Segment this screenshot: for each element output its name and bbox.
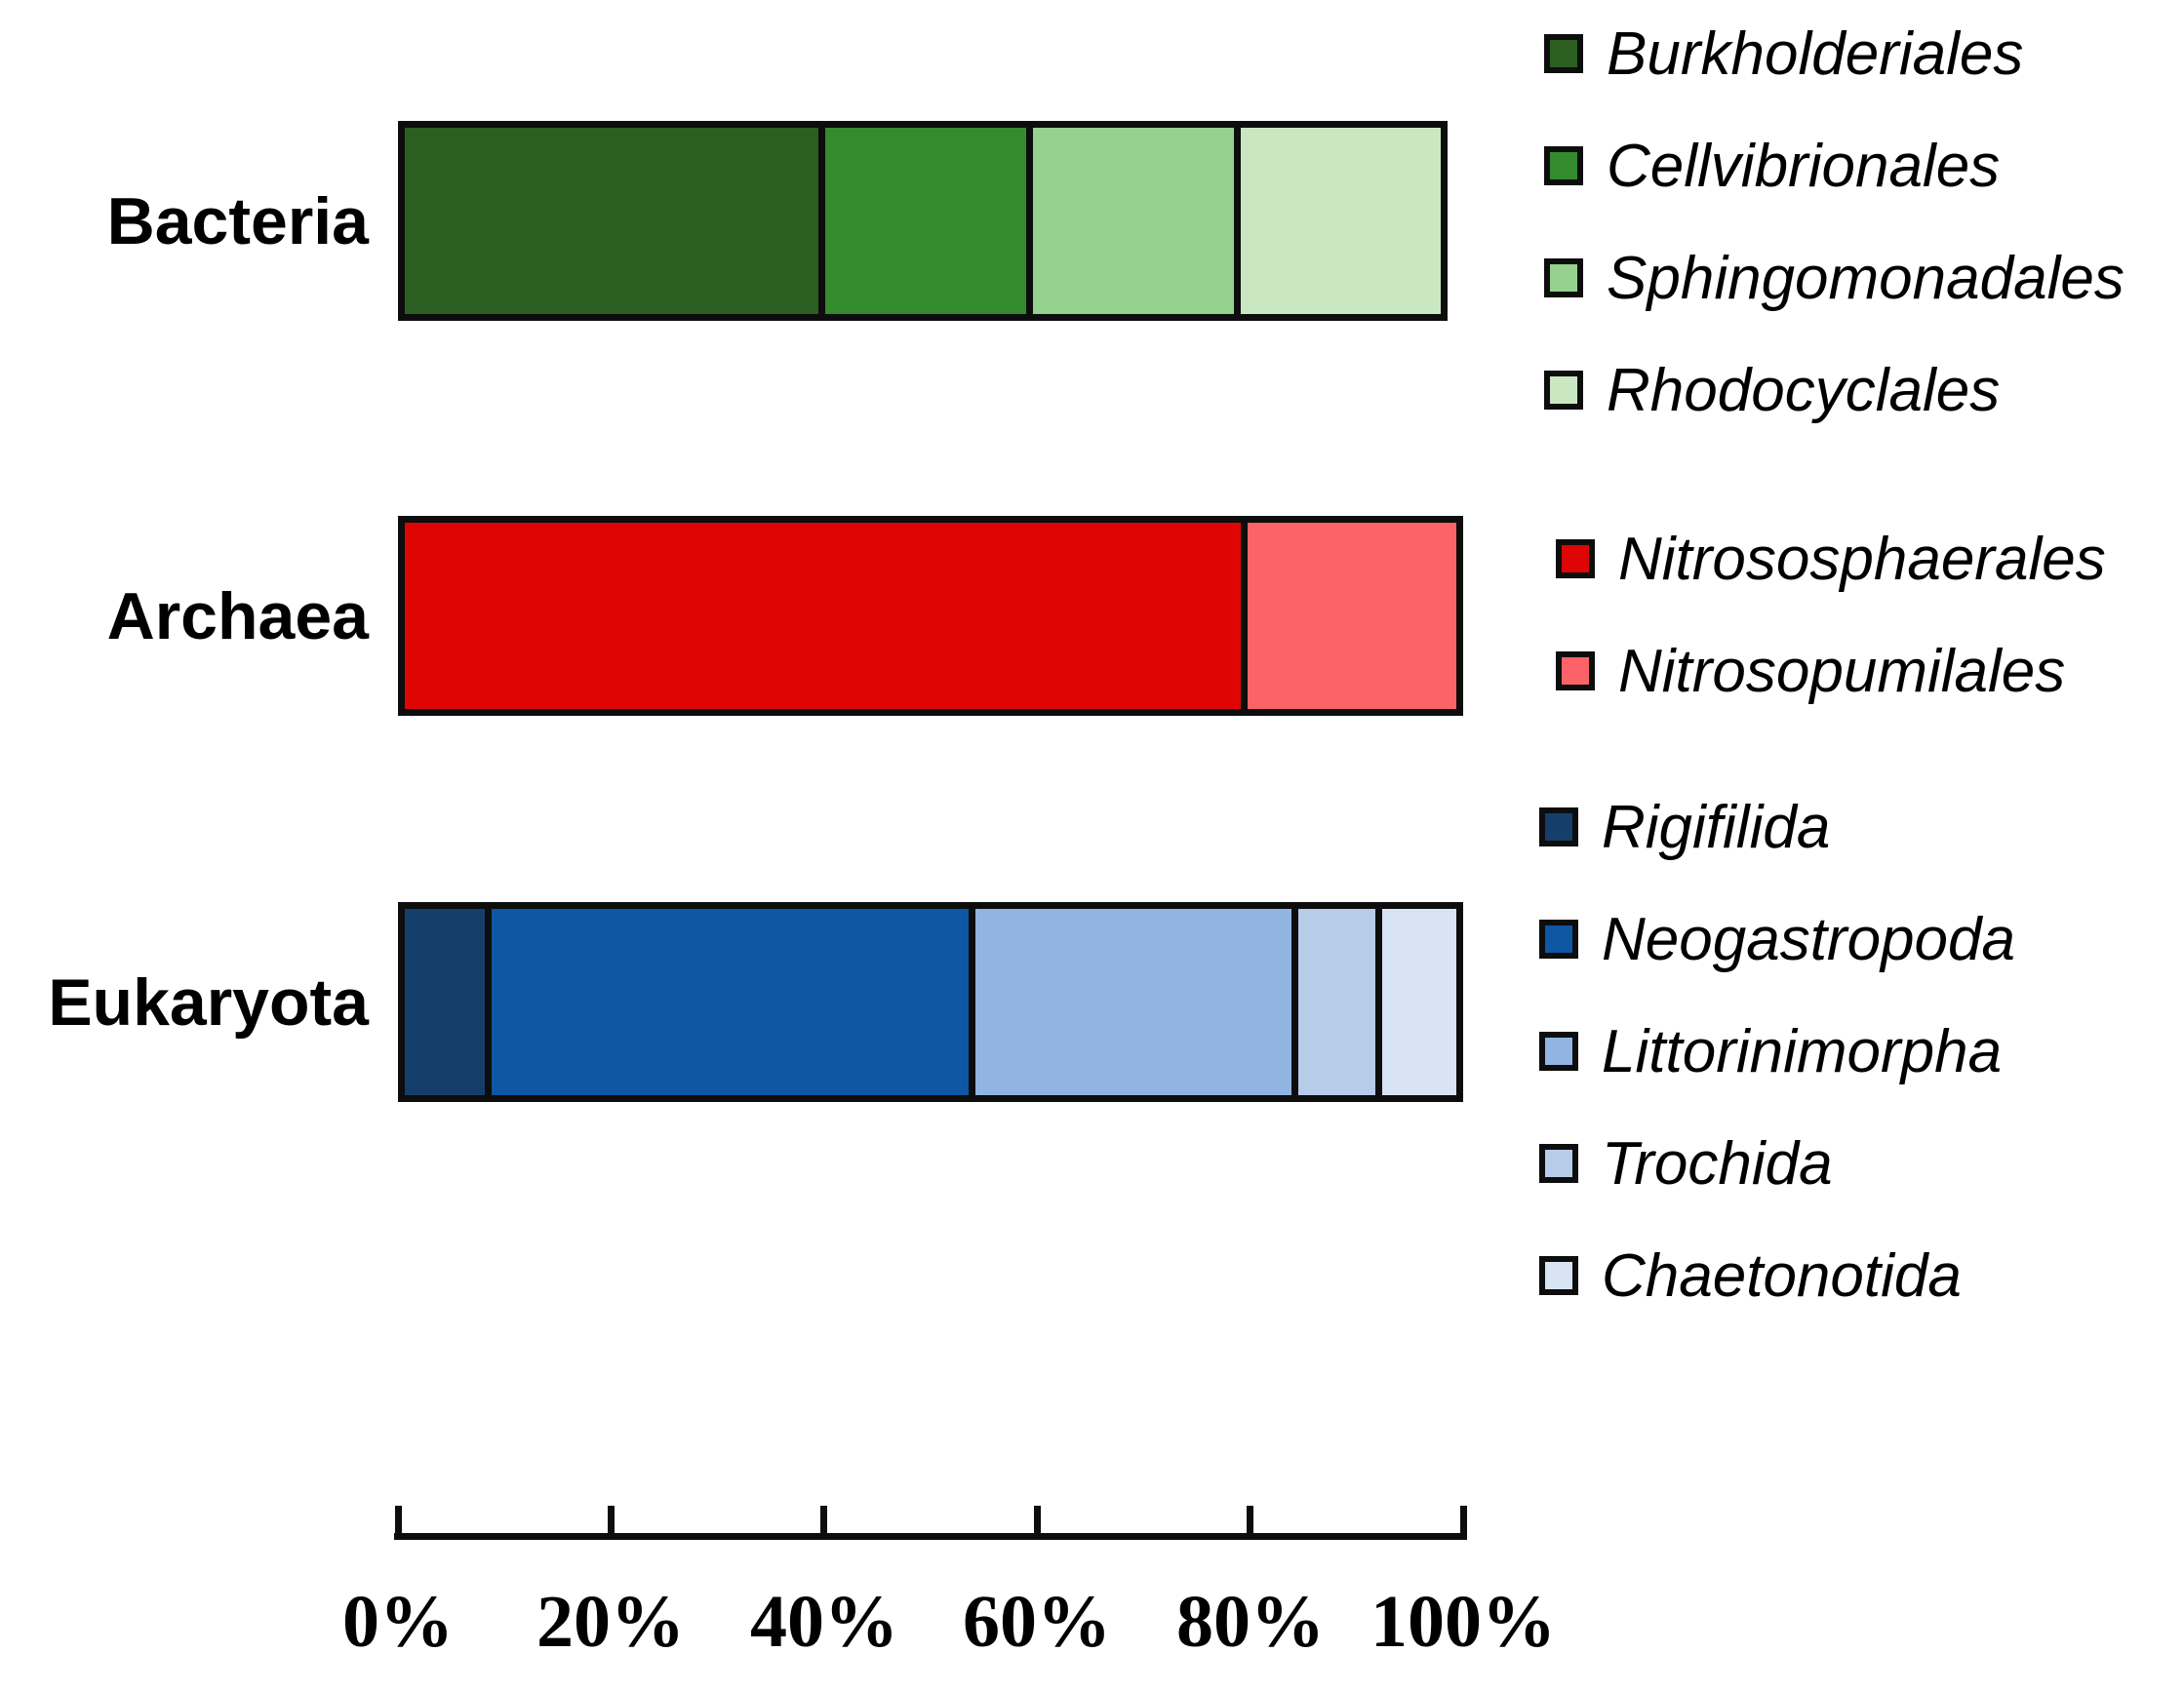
- legend-item-chaetonotida: Chaetonotida: [1539, 1239, 1962, 1312]
- legend-swatch-littorinimorpha: [1539, 1032, 1578, 1071]
- x-axis-tick: [1034, 1506, 1041, 1533]
- legend-item-label: Neogastropoda: [1602, 905, 2015, 973]
- legend-item-rhodocyclales: Rhodocyclales: [1544, 354, 2000, 426]
- x-axis-tick: [1460, 1506, 1467, 1533]
- category-label-archaea: Archaea: [106, 578, 369, 653]
- legend-swatch-trochida: [1539, 1144, 1578, 1183]
- x-axis-tick-label: 40%: [750, 1581, 898, 1663]
- x-axis-tick: [820, 1506, 827, 1533]
- category-label-eukaryota: Eukaryota: [48, 964, 369, 1040]
- x-axis-tick-label: 100%: [1370, 1581, 1556, 1663]
- x-axis-tick: [395, 1506, 402, 1533]
- legend-item-label: Nitrososphaerales: [1618, 525, 2106, 593]
- bar-segment-nitrososphaerales: [405, 523, 1241, 709]
- legend-item-nitrosopumilales: Nitrosopumilales: [1556, 635, 2065, 707]
- bar-segment-rhodocyclales: [1233, 128, 1441, 314]
- bar-bacteria: [398, 121, 1448, 321]
- legend-item-neogastropoda: Neogastropoda: [1539, 903, 2015, 975]
- bar-eukaryota: [398, 902, 1463, 1102]
- x-axis-tick-label: 20%: [536, 1581, 685, 1663]
- legend-swatch-sphingomonadales: [1544, 258, 1583, 297]
- legend-item-label: Littorinimorpha: [1602, 1017, 2003, 1085]
- legend-item-rigifilida: Rigifilida: [1539, 791, 1830, 863]
- legend-item-label: Cellvibrionales: [1607, 132, 2001, 200]
- bar-segment-neogastropoda: [484, 909, 969, 1095]
- legend-item-label: Burkholderiales: [1607, 20, 2024, 88]
- legend-swatch-chaetonotida: [1539, 1256, 1578, 1295]
- bar-segment-chaetonotida: [1374, 909, 1456, 1095]
- bar-segment-trochida: [1291, 909, 1375, 1095]
- legend-swatch-burkholderiales: [1544, 34, 1583, 73]
- x-axis-line: [394, 1533, 1467, 1540]
- legend-item-label: Nitrosopumilales: [1618, 637, 2066, 705]
- x-axis-tick-label: 60%: [963, 1581, 1111, 1663]
- legend-swatch-nitrosopumilales: [1556, 651, 1595, 690]
- x-axis-tick-label: 0%: [342, 1581, 454, 1663]
- legend-item-nitrososphaerales: Nitrososphaerales: [1556, 523, 2106, 595]
- legend-item-burkholderiales: Burkholderiales: [1544, 18, 2023, 90]
- x-axis-tick: [608, 1506, 615, 1533]
- legend-item-littorinimorpha: Littorinimorpha: [1539, 1015, 2002, 1087]
- x-axis-tick-label: 80%: [1176, 1581, 1325, 1663]
- bar-segment-sphingomonadales: [1026, 128, 1234, 314]
- legend-item-trochida: Trochida: [1539, 1127, 1833, 1200]
- legend-swatch-neogastropoda: [1539, 920, 1578, 959]
- legend-item-cellvibrionales: Cellvibrionales: [1544, 130, 2000, 202]
- legend-item-label: Chaetonotida: [1602, 1241, 1962, 1310]
- bar-segment-nitrosopumilales: [1241, 523, 1456, 709]
- legend-item-label: Rhodocyclales: [1607, 356, 2001, 424]
- x-axis-tick: [1247, 1506, 1253, 1533]
- legend-item-label: Trochida: [1602, 1129, 1833, 1198]
- legend-swatch-rigifilida: [1539, 807, 1578, 846]
- legend-item-label: Sphingomonadales: [1607, 244, 2124, 312]
- bar-segment-burkholderiales: [405, 128, 818, 314]
- bar-archaea: [398, 516, 1463, 716]
- bar-segment-cellvibrionales: [817, 128, 1027, 314]
- bar-segment-littorinimorpha: [968, 909, 1291, 1095]
- category-label-bacteria: Bacteria: [106, 183, 369, 258]
- bar-segment-rigifilida: [405, 909, 485, 1095]
- legend-swatch-cellvibrionales: [1544, 146, 1583, 185]
- legend-swatch-nitrososphaerales: [1556, 539, 1595, 578]
- legend-item-label: Rigifilida: [1602, 793, 1831, 861]
- legend-swatch-rhodocyclales: [1544, 371, 1583, 410]
- legend-item-sphingomonadales: Sphingomonadales: [1544, 242, 2124, 314]
